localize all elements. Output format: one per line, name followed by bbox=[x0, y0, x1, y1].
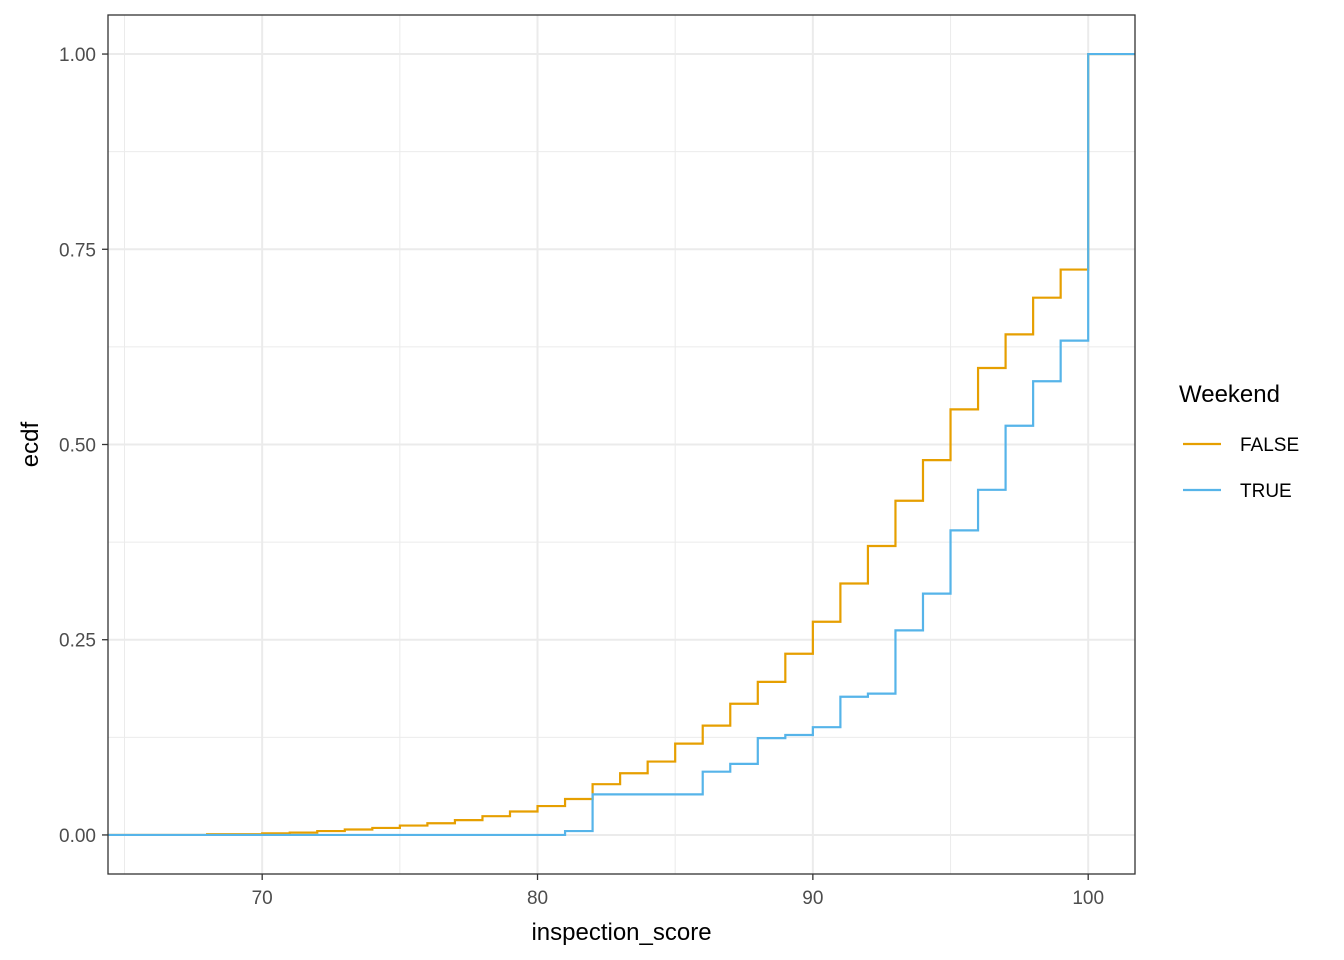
legend-label-false: FALSE bbox=[1240, 435, 1299, 456]
y-axis-title: ecdf bbox=[17, 421, 44, 467]
ecdf-line-true bbox=[108, 52, 1135, 837]
x-tick-label: 80 bbox=[527, 888, 548, 909]
y-tick-label: 0.75 bbox=[59, 240, 96, 261]
y-axis: 0.00 0.25 0.50 0.75 1.00 bbox=[59, 45, 108, 847]
x-axis-title: inspection_score bbox=[531, 919, 711, 946]
y-tick-label: 1.00 bbox=[59, 45, 96, 66]
y-tick-label: 0.50 bbox=[59, 436, 96, 457]
x-tick-label: 100 bbox=[1072, 888, 1104, 909]
series-layer bbox=[108, 52, 1135, 837]
legend-title: Weekend bbox=[1179, 381, 1280, 408]
ecdf-line-false bbox=[108, 52, 1135, 837]
legend: Weekend FALSE TRUE bbox=[1179, 381, 1299, 502]
x-tick-label: 70 bbox=[252, 888, 273, 909]
y-tick-label: 0.25 bbox=[59, 631, 96, 652]
y-tick-label: 0.00 bbox=[59, 826, 96, 847]
x-tick-label: 90 bbox=[802, 888, 823, 909]
legend-label-true: TRUE bbox=[1240, 481, 1292, 502]
x-axis: 70 80 90 100 bbox=[252, 874, 1104, 909]
